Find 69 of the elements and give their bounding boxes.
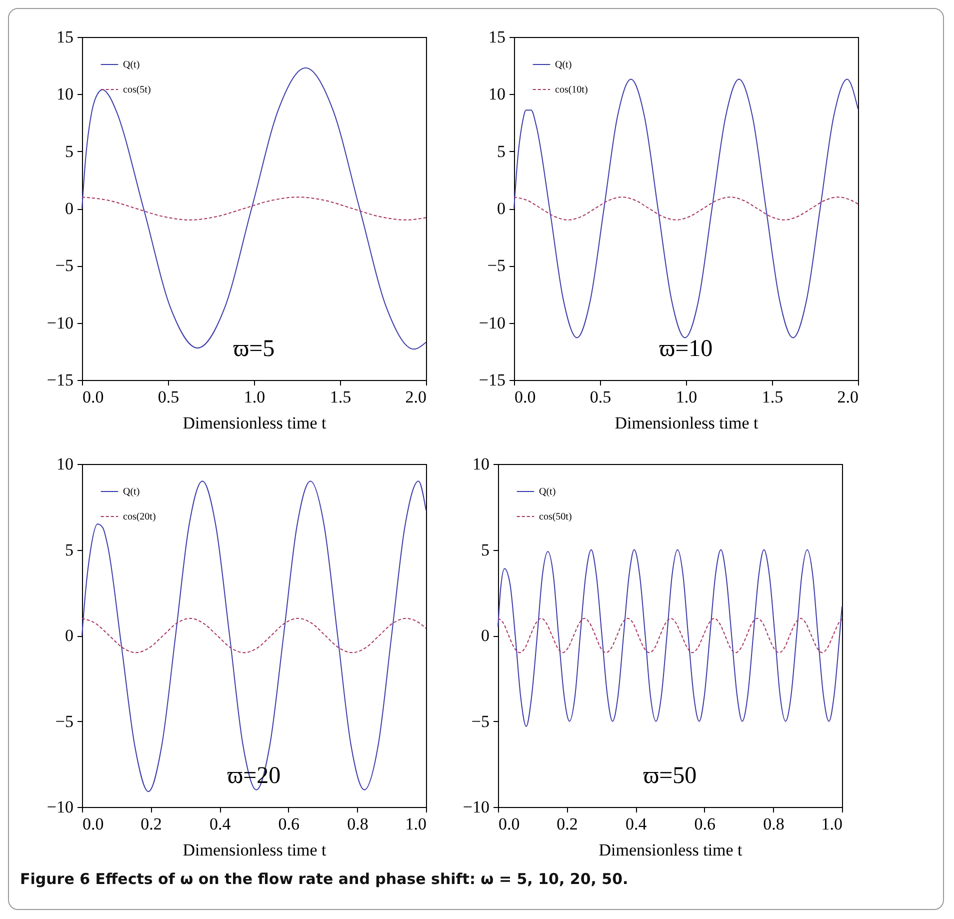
y-tick-label: 5 <box>481 540 490 560</box>
annotation: ϖ=5 <box>233 336 275 362</box>
y-tick-label: −5 <box>487 256 506 276</box>
y-tick-label: −5 <box>55 712 74 731</box>
legend-label: cos(20t) <box>123 512 156 522</box>
line-series <box>514 78 858 338</box>
line-series <box>498 549 842 727</box>
y-tick-label: 5 <box>65 142 74 161</box>
legend-label: cos(10t) <box>555 84 588 96</box>
caption: Figure 6 Effects of ω on the flow rate and phase shift: ω = 5, 10, 20, 50. <box>20 870 628 888</box>
line-series <box>498 618 842 654</box>
y-tick-label: −5 <box>55 256 74 276</box>
y-tick-label: 15 <box>56 28 74 46</box>
y-tick-label: 0 <box>65 199 74 218</box>
x-tick-label: 1.0 <box>405 814 426 834</box>
y-tick-label: −10 <box>46 313 74 332</box>
x-axis-title: Dimensionless time t <box>614 414 759 432</box>
y-tick-label: −15 <box>46 370 74 390</box>
x-tick-label: 0.2 <box>140 814 162 834</box>
y-tick-label: −5 <box>471 712 490 731</box>
legend-label: Q(t) <box>539 486 556 498</box>
x-tick-label: 0.5 <box>158 388 180 406</box>
y-tick-label: −10 <box>46 798 74 816</box>
x-tick-label: 0.5 <box>590 388 612 406</box>
line-series <box>82 480 426 792</box>
line-series <box>514 196 858 220</box>
y-tick-label: 10 <box>56 454 74 474</box>
x-tick-label: 1.5 <box>330 388 352 406</box>
y-tick-label: 10 <box>56 84 74 104</box>
x-tick-label: 0.4 <box>625 814 648 834</box>
legend-label: cos(50t) <box>539 512 572 522</box>
x-tick-label: 0.8 <box>763 814 784 834</box>
x-axis-title: Dimensionless time t <box>182 414 327 432</box>
y-tick-label: 5 <box>65 540 74 560</box>
y-tick-label: 10 <box>488 84 506 104</box>
x-tick-label: 0.6 <box>694 814 716 834</box>
legend-label: Q(t) <box>123 486 140 498</box>
legend-label: Q(t) <box>123 60 140 70</box>
x-tick-label: 1.0 <box>244 388 266 406</box>
x-tick-label: 1.5 <box>762 388 784 406</box>
y-tick-label: 15 <box>488 28 506 46</box>
x-tick-label: 2.0 <box>405 388 426 406</box>
x-tick-label: 0.0 <box>514 388 536 406</box>
y-tick-label: 5 <box>497 142 506 161</box>
annotation: ϖ=10 <box>659 336 713 362</box>
x-axis-title: Dimensionless time t <box>598 840 743 860</box>
legend-label: cos(5t) <box>123 84 151 96</box>
x-tick-label: 0.6 <box>278 814 300 834</box>
y-tick-label: −10 <box>478 313 506 332</box>
x-axis-title: Dimensionless time t <box>182 840 327 860</box>
x-tick-label: 0.0 <box>82 388 104 406</box>
line-series <box>82 196 426 220</box>
y-tick-label: 0 <box>497 199 506 218</box>
x-tick-label: 0.8 <box>347 814 368 834</box>
x-tick-label: 1.0 <box>821 814 842 834</box>
legend-label: Q(t) <box>555 60 572 70</box>
line-series <box>82 618 426 654</box>
y-tick-label: 10 <box>472 454 490 474</box>
x-tick-label: 1.0 <box>676 388 698 406</box>
y-tick-label: −15 <box>478 370 506 390</box>
y-tick-label: −10 <box>462 798 490 816</box>
x-tick-label: 0.2 <box>556 814 578 834</box>
x-tick-label: 0.0 <box>498 814 520 834</box>
x-tick-label: 0.4 <box>209 814 232 834</box>
x-tick-label: 0.0 <box>82 814 104 834</box>
y-tick-label: 0 <box>481 626 490 645</box>
y-tick-label: 0 <box>65 626 74 645</box>
x-tick-label: 2.0 <box>837 388 858 406</box>
annotation: ϖ=50 <box>643 763 697 790</box>
